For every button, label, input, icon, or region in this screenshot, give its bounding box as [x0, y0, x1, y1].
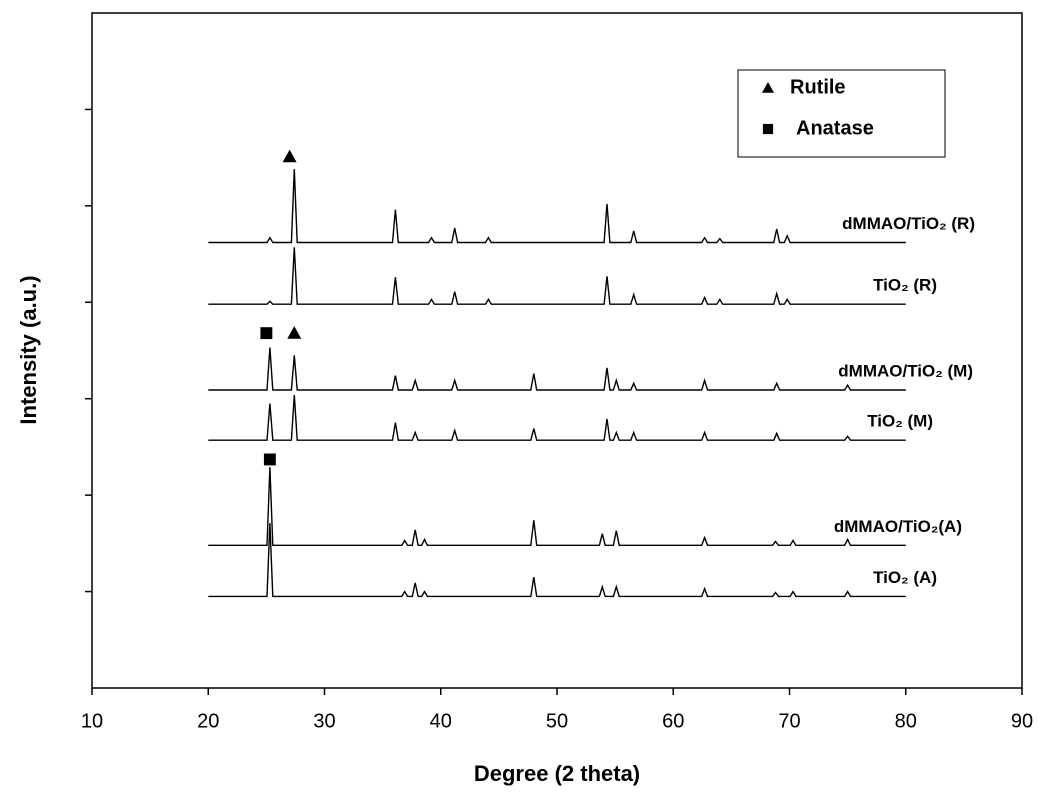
series-label: TiO₂ (R) [873, 276, 937, 295]
x-tick-label: 50 [546, 710, 568, 732]
series-label: dMMAO/TiO₂ (R) [842, 214, 975, 233]
marker-square [763, 124, 773, 134]
marker-triangle [283, 150, 297, 163]
x-tick-label: 20 [197, 710, 219, 732]
series-line [208, 523, 906, 596]
legend-label: Anatase [796, 117, 874, 139]
series-line [208, 395, 906, 440]
marker-square [264, 454, 276, 466]
series-line [208, 467, 906, 545]
series-label: TiO₂ (M) [867, 412, 933, 431]
x-tick-label: 90 [1011, 710, 1033, 732]
x-tick-label: 40 [430, 710, 452, 732]
x-tick-label: 30 [313, 710, 335, 732]
series-line [208, 348, 906, 390]
chart: Degree (2 theta) Intensity (a.u.) 10 20 30… [0, 0, 1039, 796]
series-line [208, 169, 906, 242]
marker-square [260, 327, 272, 339]
marker-triangle [287, 326, 301, 339]
x-tick-label: 10 [81, 710, 103, 732]
x-tick-label: 70 [778, 710, 800, 732]
x-tick-label: 80 [895, 710, 917, 732]
legend-label: Rutile [790, 76, 846, 98]
x-axis-label: Degree (2 theta) [474, 761, 640, 786]
series-label: dMMAO/TiO₂ (M) [838, 362, 973, 381]
series-label: TiO₂ (A) [873, 568, 937, 587]
series-label: dMMAO/TiO₂(A) [834, 517, 962, 536]
series-line [208, 247, 906, 304]
x-tick-label: 60 [662, 710, 684, 732]
y-axis-label: Intensity (a.u.) [16, 275, 41, 424]
